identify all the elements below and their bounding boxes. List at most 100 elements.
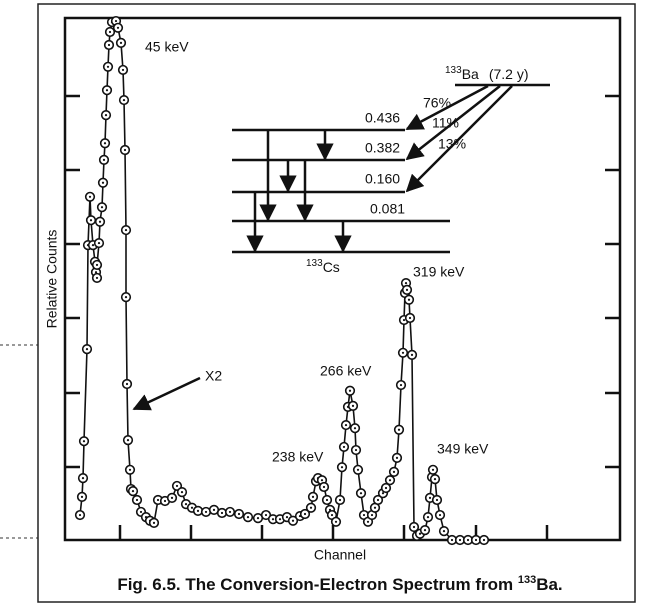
point-center xyxy=(395,456,399,459)
annotation: 319 keV xyxy=(413,264,465,280)
point-center xyxy=(402,318,406,322)
point-center xyxy=(95,263,99,267)
point-center xyxy=(412,525,416,529)
point-center xyxy=(450,538,454,542)
point-center xyxy=(175,484,179,488)
point-center xyxy=(433,478,437,481)
point-center xyxy=(170,496,174,499)
point-center xyxy=(180,491,184,494)
point-center xyxy=(89,219,93,222)
daughter-symbol: Cs xyxy=(323,259,340,275)
caption: Fig. 6.5. The Conversion-Electron Spectr… xyxy=(117,574,562,595)
annotation: 349 keV xyxy=(437,441,489,457)
point-center xyxy=(401,351,405,354)
point-center xyxy=(82,440,86,443)
point-center xyxy=(98,220,102,223)
point-center xyxy=(204,510,208,514)
point-center xyxy=(482,538,486,542)
half-life: (7.2 y) xyxy=(489,66,529,82)
point-center xyxy=(418,532,422,535)
point-center xyxy=(303,512,307,516)
parent-symbol: Ba xyxy=(462,66,479,82)
point-center xyxy=(122,98,126,102)
point-center xyxy=(116,26,120,29)
point-center xyxy=(246,516,250,519)
level-label: 0.160 xyxy=(365,171,400,187)
point-center xyxy=(376,498,380,502)
point-center xyxy=(353,427,357,430)
point-center xyxy=(474,538,478,542)
point-center xyxy=(91,244,95,247)
point-center xyxy=(426,516,430,519)
point-center xyxy=(405,288,409,291)
point-center xyxy=(95,276,99,280)
point-center xyxy=(410,353,414,356)
point-center xyxy=(359,492,363,495)
point-center xyxy=(131,490,135,493)
y-axis-label: Relative Counts xyxy=(44,230,60,329)
point-center xyxy=(119,41,123,44)
point-center xyxy=(184,503,188,506)
point-center xyxy=(322,485,326,489)
point-center xyxy=(342,445,346,449)
point-center xyxy=(340,466,344,469)
point-center xyxy=(126,439,130,442)
point-center xyxy=(78,513,82,517)
point-center xyxy=(407,298,411,301)
point-center xyxy=(237,512,241,516)
tick-marks xyxy=(65,94,620,540)
point-center xyxy=(366,520,370,523)
point-center xyxy=(399,383,403,387)
branch-label: 13% xyxy=(438,136,466,152)
point-center xyxy=(80,495,84,498)
point-center xyxy=(104,114,108,117)
point-center xyxy=(362,513,366,517)
annotation: X2 xyxy=(205,368,222,384)
branch-label: 76% xyxy=(423,95,451,111)
point-center xyxy=(256,517,260,520)
annotation: 45 keV xyxy=(145,39,189,55)
branch-label: 11% xyxy=(432,115,459,131)
point-center xyxy=(354,448,358,452)
point-center xyxy=(105,89,109,92)
point-center xyxy=(373,506,377,509)
point-center xyxy=(271,518,275,521)
x-axis-label: Channel xyxy=(314,547,366,563)
point-center xyxy=(381,492,385,495)
point-center xyxy=(212,508,216,511)
point-center xyxy=(344,423,348,427)
point-center xyxy=(351,404,355,407)
daughter-mass: 133 xyxy=(306,258,323,269)
point-center xyxy=(97,241,101,245)
plot-frame xyxy=(63,16,622,542)
point-center xyxy=(163,499,167,503)
point-center xyxy=(330,513,334,517)
point-center xyxy=(106,65,110,68)
point-center xyxy=(325,498,329,502)
point-center xyxy=(102,158,106,161)
daughter-label: 133Cs xyxy=(306,258,340,275)
point-center xyxy=(124,228,128,232)
point-center xyxy=(458,538,462,542)
point-center xyxy=(156,498,160,502)
annotation: 238 keV xyxy=(272,449,324,465)
point-center xyxy=(392,470,396,473)
point-center xyxy=(101,181,105,184)
point-center xyxy=(139,510,143,514)
caption-text: Fig. 6.5. The Conversion-Electron Spectr… xyxy=(117,575,518,594)
point-center xyxy=(309,506,313,509)
point-center xyxy=(291,519,295,522)
level-label: 0.081 xyxy=(370,201,405,217)
point-center xyxy=(397,428,401,431)
parent-label: 133Ba (7.2 y) xyxy=(445,65,529,82)
point-center xyxy=(320,479,324,482)
level-label: 0.436 xyxy=(365,110,400,126)
parent-mass: 133 xyxy=(445,65,462,76)
point-center xyxy=(338,498,342,502)
point-center xyxy=(108,30,112,34)
point-center xyxy=(123,148,127,152)
point-center xyxy=(285,516,289,519)
point-center xyxy=(334,520,338,523)
point-center xyxy=(135,498,139,502)
